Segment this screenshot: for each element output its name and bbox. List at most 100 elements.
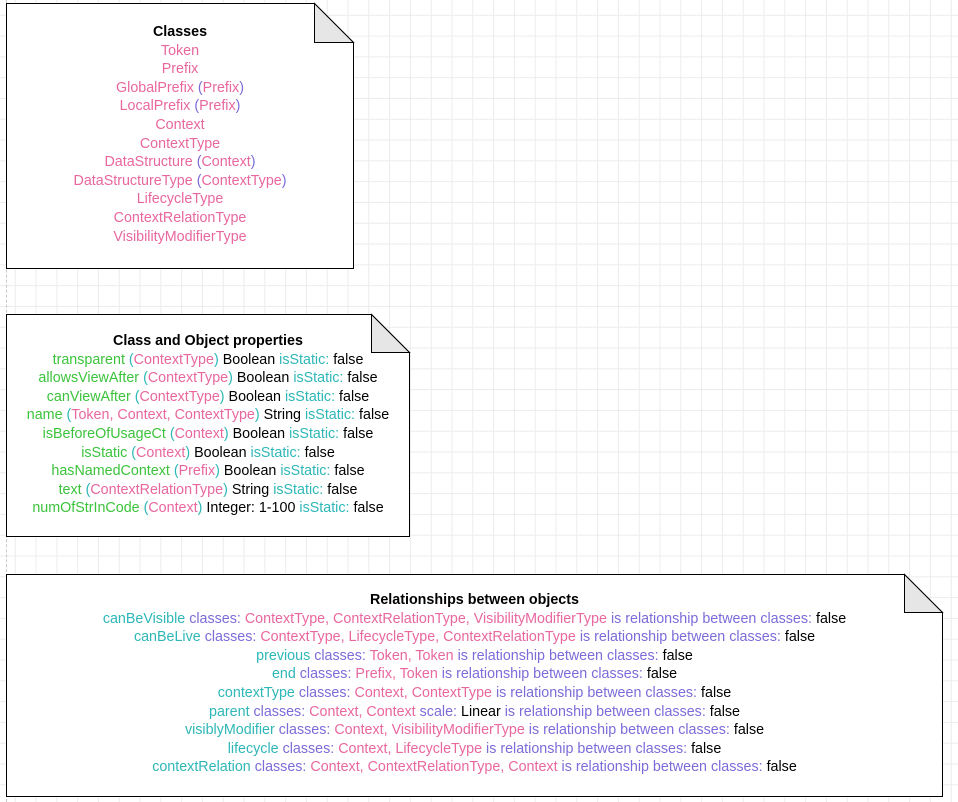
is-static-value: false <box>304 444 335 461</box>
property-name: isBeforeOfUsageCt <box>42 425 166 442</box>
property-type: Boolean <box>194 444 247 461</box>
property-name: hasNamedContext <box>51 463 170 480</box>
relationship-item: previous classes: Token, Token is relati… <box>6 647 943 666</box>
relationship-value: false <box>709 703 740 720</box>
class-name: Token <box>160 42 200 59</box>
classes-label: classes: <box>253 703 306 720</box>
class-name: ContextType <box>139 135 221 152</box>
class-item: DataStructureType (ContextType) <box>6 172 354 191</box>
property-type: Integer: 1-100 <box>206 500 296 517</box>
is-static-value: false <box>359 407 390 424</box>
property-item: text (ContextRelationType) String isStat… <box>6 481 410 500</box>
property-type: Boolean <box>228 388 281 405</box>
properties-list: transparent (ContextType) Boolean isStat… <box>6 351 410 518</box>
classes-note[interactable]: Classes Token Prefix GlobalPrefix (Prefix)… <box>6 2 355 269</box>
paren-open: ( <box>131 444 137 461</box>
paren-close: ) <box>239 79 244 96</box>
paren-close: ) <box>254 407 260 424</box>
property-name: transparent <box>52 351 125 368</box>
relationship-item: end classes: Prefix, Token is relationsh… <box>6 665 943 684</box>
properties-title: Class and Object properties <box>113 333 303 349</box>
property-item: transparent (ContextType) Boolean isStat… <box>6 351 410 370</box>
relationship-classes: Context, ContextType <box>354 684 492 701</box>
property-domain: ContextRelationType <box>90 481 224 498</box>
is-static-label: isStatic: <box>273 481 324 498</box>
paren-close: ) <box>228 370 233 387</box>
paren-open: ( <box>143 500 149 517</box>
property-type: Boolean <box>236 370 290 387</box>
note-shape <box>6 573 944 797</box>
relationship-value: false <box>733 722 765 739</box>
property-domain: ContextType <box>147 370 229 387</box>
class-parent: ContextType <box>201 172 282 189</box>
note-fold-icon <box>371 313 411 353</box>
property-domain: ContextType <box>139 388 220 405</box>
relationship-classes: Context, ContextRelationType, Context <box>310 759 558 776</box>
paren-close: ) <box>235 98 241 115</box>
property-item: isStatic (Context) Boolean isStatic: fal… <box>6 444 410 463</box>
relationships-note[interactable]: Relationships between objects canBeVisib… <box>6 573 944 797</box>
property-item: name (Token, Context, ContextType) Strin… <box>6 406 410 425</box>
paren-close: ) <box>213 351 219 368</box>
relationship-name: end <box>271 666 296 683</box>
class-name: Context <box>155 116 205 133</box>
paren-close: ) <box>185 444 191 461</box>
property-item: isBeforeOfUsageCt (Context) Boolean isSt… <box>6 425 410 444</box>
property-name: canViewAfter <box>46 388 131 405</box>
class-item: ContextType <box>6 135 354 154</box>
relationship-label: is relationship between classes: <box>457 647 659 664</box>
paren-open: ( <box>143 370 148 387</box>
classes-label: classes: <box>299 666 352 683</box>
relationship-item: parent classes: Context, Context scale: … <box>6 703 943 722</box>
relationship-item: contextType classes: Context, ContextTyp… <box>6 684 943 703</box>
class-item: GlobalPrefix (Prefix) <box>6 79 354 98</box>
class-name: VisibilityModifierType <box>113 228 247 245</box>
is-static-label: isStatic: <box>289 425 340 442</box>
is-static-value: false <box>327 481 358 498</box>
paren-close: ) <box>215 463 220 480</box>
relationship-label: is relationship between classes: <box>504 703 706 720</box>
is-static-label: isStatic: <box>293 370 344 387</box>
classes-label: classes: <box>189 610 241 627</box>
classes-list: Token Prefix GlobalPrefix (Prefix) LocalPre… <box>6 42 354 247</box>
is-static-value: false <box>343 425 374 442</box>
paren-close: ) <box>219 388 225 405</box>
relationship-classes: Prefix, Token <box>355 666 438 683</box>
property-type: String <box>231 481 270 498</box>
relationship-item: canBeLive classes: ContextType, Lifecycl… <box>6 628 943 647</box>
property-item: allowsViewAfter (ContextType) Boolean is… <box>6 369 410 388</box>
property-name: text <box>58 481 82 498</box>
is-static-value: false <box>347 370 378 387</box>
paren-open: ( <box>196 154 202 171</box>
class-name: LocalPrefix <box>119 98 191 115</box>
classes-label: classes: <box>298 684 351 701</box>
class-parent: Context <box>201 154 251 171</box>
class-name: ContextRelationType <box>113 209 247 226</box>
property-name: isStatic <box>81 444 128 461</box>
property-domain: Context <box>174 425 224 442</box>
note-shape <box>6 313 411 537</box>
class-parent: Prefix <box>199 98 236 115</box>
class-parent: Prefix <box>202 79 240 96</box>
relationship-label: is relationship between classes: <box>561 759 763 776</box>
class-item: Token <box>6 42 354 61</box>
relationship-label: is relationship between classes: <box>486 740 688 757</box>
classes-label: classes: <box>282 740 335 757</box>
classes-title: Classes <box>152 24 208 40</box>
relationship-value: false <box>701 684 732 701</box>
paren-open: ( <box>194 98 200 115</box>
is-static-label: isStatic: <box>250 444 301 461</box>
property-domain: Context <box>148 500 198 517</box>
class-name: LifecycleType <box>136 191 224 208</box>
is-static-label: isStatic: <box>299 500 350 517</box>
paren-close: ) <box>281 172 287 189</box>
property-type: Boolean <box>223 463 277 480</box>
relationship-value: false <box>691 740 722 757</box>
property-name: name <box>26 407 63 424</box>
class-name: DataStructureType <box>73 172 193 189</box>
relationship-name: parent <box>209 703 250 720</box>
paren-open: ( <box>128 351 134 368</box>
property-item: numOfStrInCode (Context) Integer: 1-100 … <box>6 499 410 518</box>
is-static-value: false <box>334 463 365 480</box>
properties-note[interactable]: Class and Object properties transparent … <box>6 313 411 537</box>
